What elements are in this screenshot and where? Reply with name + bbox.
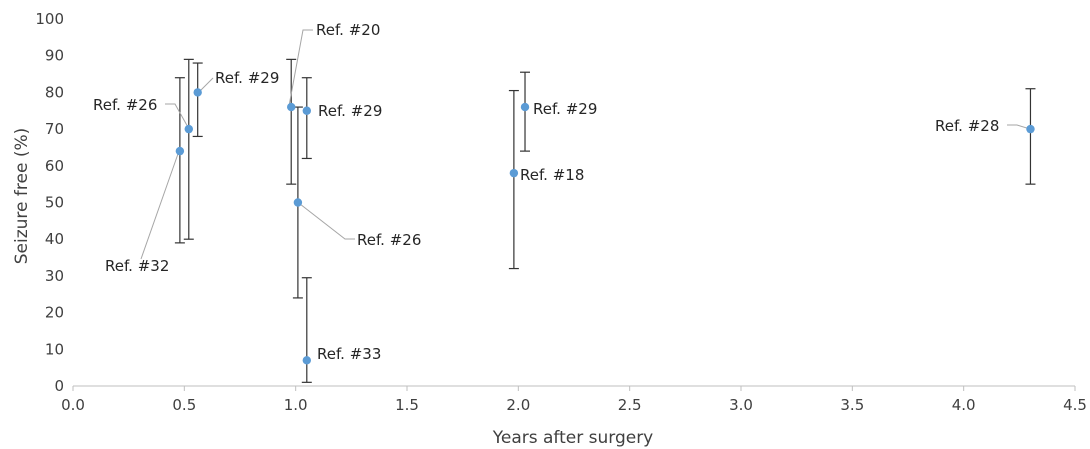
x-tick-label: 3.5	[840, 396, 864, 414]
point-label: Ref. #32	[105, 257, 169, 275]
x-tick-label: 2.5	[618, 396, 642, 414]
point-label: Ref. #26	[357, 231, 421, 249]
x-tick-label: 4.5	[1063, 396, 1087, 414]
data-point	[293, 198, 303, 207]
annotation-labels: Ref. #32 Ref. #26 Ref. #29 Ref. #20 Ref. #29…	[93, 21, 999, 363]
x-tick-label: 3.0	[729, 396, 753, 414]
point-label: Ref. #29	[318, 102, 382, 120]
point-label: Ref. #29	[215, 69, 279, 87]
data-point	[175, 146, 185, 156]
data-point	[287, 102, 296, 112]
point-label: Ref. #33	[317, 345, 381, 363]
data-point	[1026, 124, 1035, 134]
data-point	[509, 168, 519, 178]
y-tick-label: 20	[45, 304, 64, 322]
leader-line	[165, 103, 190, 130]
y-tick-label: 30	[45, 267, 64, 285]
data-point	[302, 106, 311, 115]
x-tick-label: 1.5	[395, 396, 419, 414]
data-points	[175, 88, 1035, 365]
y-tick-label: 80	[45, 83, 64, 101]
data-point	[302, 356, 311, 365]
x-tick-label: 0.0	[61, 396, 85, 414]
y-axis-title: Seizure free (%)	[12, 128, 32, 265]
point-label: Ref. #29	[533, 100, 597, 118]
leader-line	[140, 150, 180, 260]
leader-line	[198, 77, 214, 93]
y-tick-label: 60	[45, 157, 64, 175]
y-tick-label: 90	[45, 47, 64, 65]
y-tick-label: 100	[35, 10, 64, 28]
point-label: Ref. #26	[93, 96, 157, 114]
x-tick-label: 0.5	[172, 396, 196, 414]
y-tick-label: 50	[45, 194, 64, 212]
leader-line	[299, 203, 355, 240]
y-tick-label: 10	[45, 340, 64, 358]
point-label: Ref. #18	[520, 166, 584, 184]
axes: 0.0 0.5 1.0 1.5 2.0 2.5 3.0 3.5 4.0 4.5 0 10 20 30 40 5…	[35, 10, 1087, 414]
x-tick-label: 1.0	[284, 396, 308, 414]
data-point	[520, 102, 530, 112]
y-tick-label: 70	[45, 120, 64, 138]
point-label: Ref. #20	[316, 21, 380, 39]
y-tick-label: 0	[54, 377, 64, 395]
y-tick-label: 40	[45, 230, 64, 248]
x-tick-label: 4.0	[952, 396, 976, 414]
data-point	[184, 124, 193, 134]
leader-line	[1007, 124, 1031, 130]
point-label: Ref. #28	[935, 117, 999, 135]
data-point	[193, 88, 202, 97]
x-tick-label: 2.0	[506, 396, 530, 414]
leader-line	[288, 29, 313, 107]
x-axis-title: Years after surgery	[492, 428, 654, 448]
annotation-leaders	[140, 29, 1031, 260]
